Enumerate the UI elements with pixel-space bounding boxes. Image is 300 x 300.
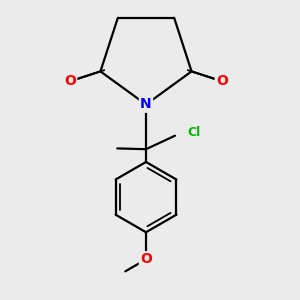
Text: N: N	[140, 98, 152, 112]
Text: O: O	[140, 252, 152, 266]
Text: O: O	[64, 74, 76, 88]
Text: Cl: Cl	[188, 126, 201, 139]
Text: O: O	[216, 74, 228, 88]
